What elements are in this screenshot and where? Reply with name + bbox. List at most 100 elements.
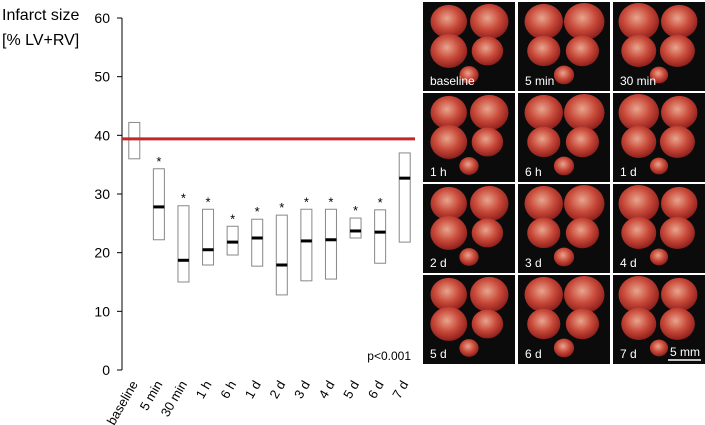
x-tick-label: 7 d [389,378,411,401]
x-tick-label: 4 d [316,378,338,401]
y-tick-label: 0 [102,362,110,378]
heart-slice [430,95,467,130]
panel-label: 5 min [525,74,554,88]
heart-slice [459,339,479,357]
panel-label: baseline [430,74,475,88]
y-tick-label: 10 [94,303,110,319]
heart-slice [470,3,509,40]
panel-label: 30 min [620,74,656,88]
heart-slice [621,125,657,159]
panel-label: 6 h [525,165,542,179]
image-panel: 4 d [613,184,705,273]
heart-slice [430,216,468,250]
heart-slice [661,186,698,221]
heart-slice [470,94,509,131]
image-panel: 6 d [518,275,610,364]
y-tick-label: 50 [94,69,110,85]
heart-slice [659,307,695,341]
significance-mark: * [206,194,211,209]
heart-slice [621,34,657,68]
heart-slice [564,2,605,41]
heart-slice [471,127,504,157]
heart-slice [430,34,468,68]
x-tick-label: baseline [104,378,141,425]
annotation: p<0.001 [367,349,411,363]
range-box [324,208,337,280]
range-box [374,209,387,264]
panel-label: 4 d [620,256,637,270]
panel-label: 5 d [430,347,447,361]
heart-slice [527,308,561,340]
image-panel: 5 d [423,275,515,364]
heart-slice [459,248,479,266]
significance-mark: * [156,154,161,169]
y-tick-label: 60 [94,10,110,26]
heart-slice [470,276,509,313]
x-tick-label: 2 d [266,378,288,401]
heart-slice [564,275,605,314]
heart-slice [553,156,575,176]
heart-slice [430,125,468,159]
heart-slice [659,125,695,159]
range-box [128,121,141,160]
x-tick-label: 1 d [242,378,264,401]
panel-label: 3 d [525,256,542,270]
range-box [300,208,313,282]
significance-mark: * [230,211,235,226]
heart-slice [618,2,659,41]
range-box [251,218,264,267]
y-tick-label: 40 [94,127,110,143]
heart-slice [649,339,669,357]
heart-slice [649,66,669,84]
significance-mark: * [353,203,358,218]
heart-slice [524,185,563,222]
range-box [202,208,215,266]
heart-slice [553,338,575,358]
heart-slice [430,4,467,39]
heart-slice [659,216,695,250]
heart-slice [618,184,659,223]
heart-slice [621,307,657,341]
heart-slice [659,34,695,68]
heart-slice [618,93,659,132]
significance-mark: * [378,195,383,210]
heart-slice [618,275,659,314]
heart-slice [524,94,563,131]
heart-slice [470,185,509,222]
y-axis-label: Infarct size [2,7,79,24]
image-panel: baseline [423,2,515,91]
significance-mark: * [328,194,333,209]
heart-slice [553,65,575,85]
heart-slice [459,157,479,175]
heart-slice [564,93,605,132]
heart-slice [564,184,605,223]
image-panel: 1 d [613,93,705,182]
heart-slice [430,307,468,341]
heart-slice [621,216,657,250]
panel-label: 7 d [620,347,637,361]
heart-slice [527,217,561,249]
heart-slice [565,217,600,249]
range-box [349,217,362,239]
significance-mark: * [304,194,309,209]
image-panel: 7 d 5 mm [613,275,705,364]
heart-slice [527,126,561,158]
x-tick-label: 3 d [291,378,313,401]
image-panel: 30 min [613,2,705,91]
heart-slice [524,3,563,40]
heart-slice [565,35,600,67]
image-panel: 5 min [518,2,610,91]
heart-slice [661,95,698,130]
image-panel: 6 h [518,93,610,182]
heart-slice [459,66,479,84]
x-tick-label: 6 d [365,378,387,401]
significance-mark: * [279,200,284,215]
heart-slice [649,248,669,266]
heart-slice [471,36,504,66]
scale-bar-label: 5 mm [670,345,700,359]
image-panel: 1 h [423,93,515,182]
heart-slice [565,126,600,158]
panel-label: 1 d [620,165,637,179]
significance-mark: * [181,191,186,206]
